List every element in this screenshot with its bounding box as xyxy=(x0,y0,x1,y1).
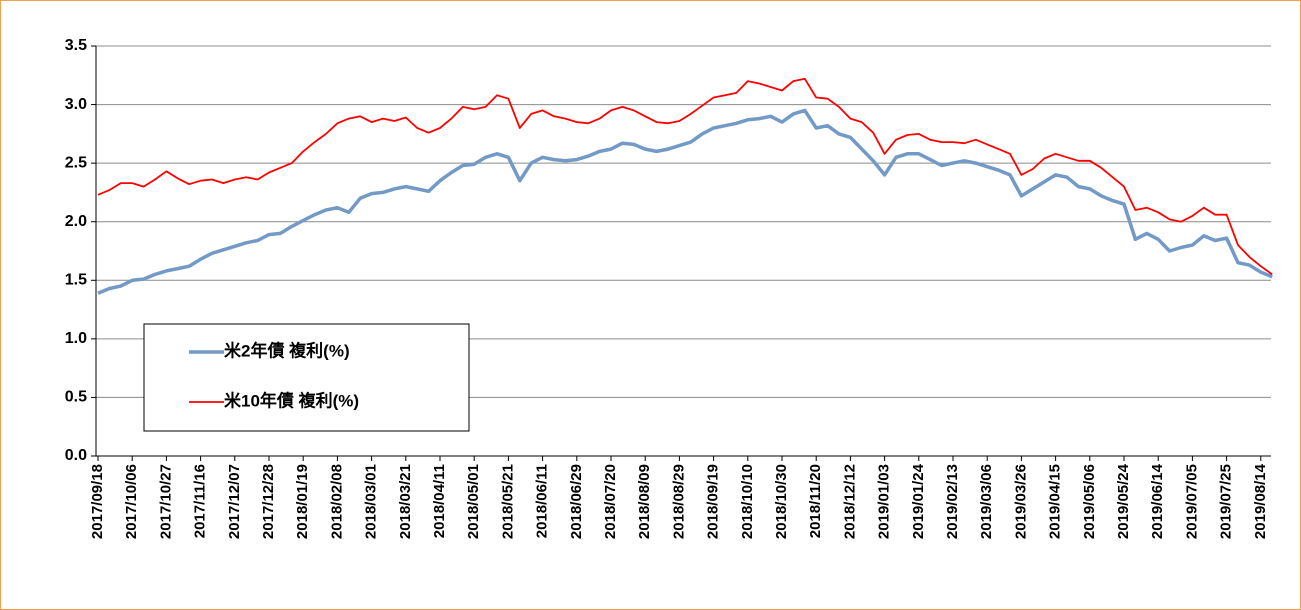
x-tick-label: 2018/05/21 xyxy=(499,464,516,539)
y-tick-label: 1.5 xyxy=(65,272,87,289)
x-tick-label: 2018/08/09 xyxy=(636,464,653,539)
x-tick-label: 2017/12/28 xyxy=(260,464,277,539)
line-series xyxy=(97,77,1273,276)
x-tick-label: 2017/11/16 xyxy=(192,464,209,538)
y-tick-label: 0.0 xyxy=(65,447,87,464)
x-tick-label: 2019/01/03 xyxy=(876,464,893,539)
x-tick-label: 2018/07/20 xyxy=(602,464,619,539)
x-tick-label: 2017/09/18 xyxy=(89,464,106,539)
x-tick-label: 2019/04/15 xyxy=(1047,464,1064,539)
x-tick-label: 2018/03/21 xyxy=(397,464,414,539)
legend-label: 米2年債 複利(%) xyxy=(224,340,350,360)
x-tick-label: 2018/10/10 xyxy=(739,464,756,539)
y-tick-label: 3.5 xyxy=(65,37,87,54)
x-tick-label: 2018/11/20 xyxy=(807,464,824,538)
x-tick-label: 2018/10/30 xyxy=(773,464,790,539)
x-tick-label: 2019/08/14 xyxy=(1252,463,1269,539)
x-tick-label: 2019/01/24 xyxy=(910,463,927,539)
x-tick-label: 2019/07/05 xyxy=(1183,464,1200,539)
x-tick-label: 2018/06/29 xyxy=(568,464,585,539)
line-series xyxy=(97,108,1273,295)
legend-box xyxy=(143,323,470,432)
x-tick-label: 2019/07/25 xyxy=(1218,464,1235,539)
x-tick-label: 2018/06/11 xyxy=(534,464,551,538)
y-tick-label: 0.5 xyxy=(65,389,87,406)
x-tick-label: 2017/10/06 xyxy=(123,464,140,539)
x-tick-label: 2019/06/14 xyxy=(1149,463,1166,539)
y-tick-label: 3.0 xyxy=(65,96,87,113)
x-tick-label: 2018/04/11 xyxy=(431,464,448,538)
x-tick-label: 2019/03/26 xyxy=(1012,464,1029,539)
x-tick-label: 2019/03/06 xyxy=(978,464,995,539)
legend-label: 米10年債 複利(%) xyxy=(224,390,359,410)
x-tick-label: 2018/02/08 xyxy=(328,464,345,539)
x-tick-label: 2019/05/24 xyxy=(1115,463,1132,539)
x-tick-label: 2018/08/29 xyxy=(670,464,687,539)
x-tick-label: 2017/10/27 xyxy=(157,464,174,539)
y-tick-label: 2.5 xyxy=(65,154,87,171)
x-tick-label: 2019/02/13 xyxy=(944,464,961,539)
x-tick-label: 2017/12/07 xyxy=(226,464,243,539)
x-tick-label: 2018/12/12 xyxy=(841,464,858,539)
y-tick-label: 2.0 xyxy=(65,213,87,230)
x-tick-label: 2019/05/06 xyxy=(1081,464,1098,539)
x-tick-label: 2018/03/01 xyxy=(363,464,380,539)
x-tick-label: 2018/01/19 xyxy=(294,464,311,539)
x-tick-label: 2018/09/19 xyxy=(705,464,722,539)
x-tick-label: 2018/05/01 xyxy=(465,464,482,539)
y-tick-label: 1.0 xyxy=(65,330,87,347)
